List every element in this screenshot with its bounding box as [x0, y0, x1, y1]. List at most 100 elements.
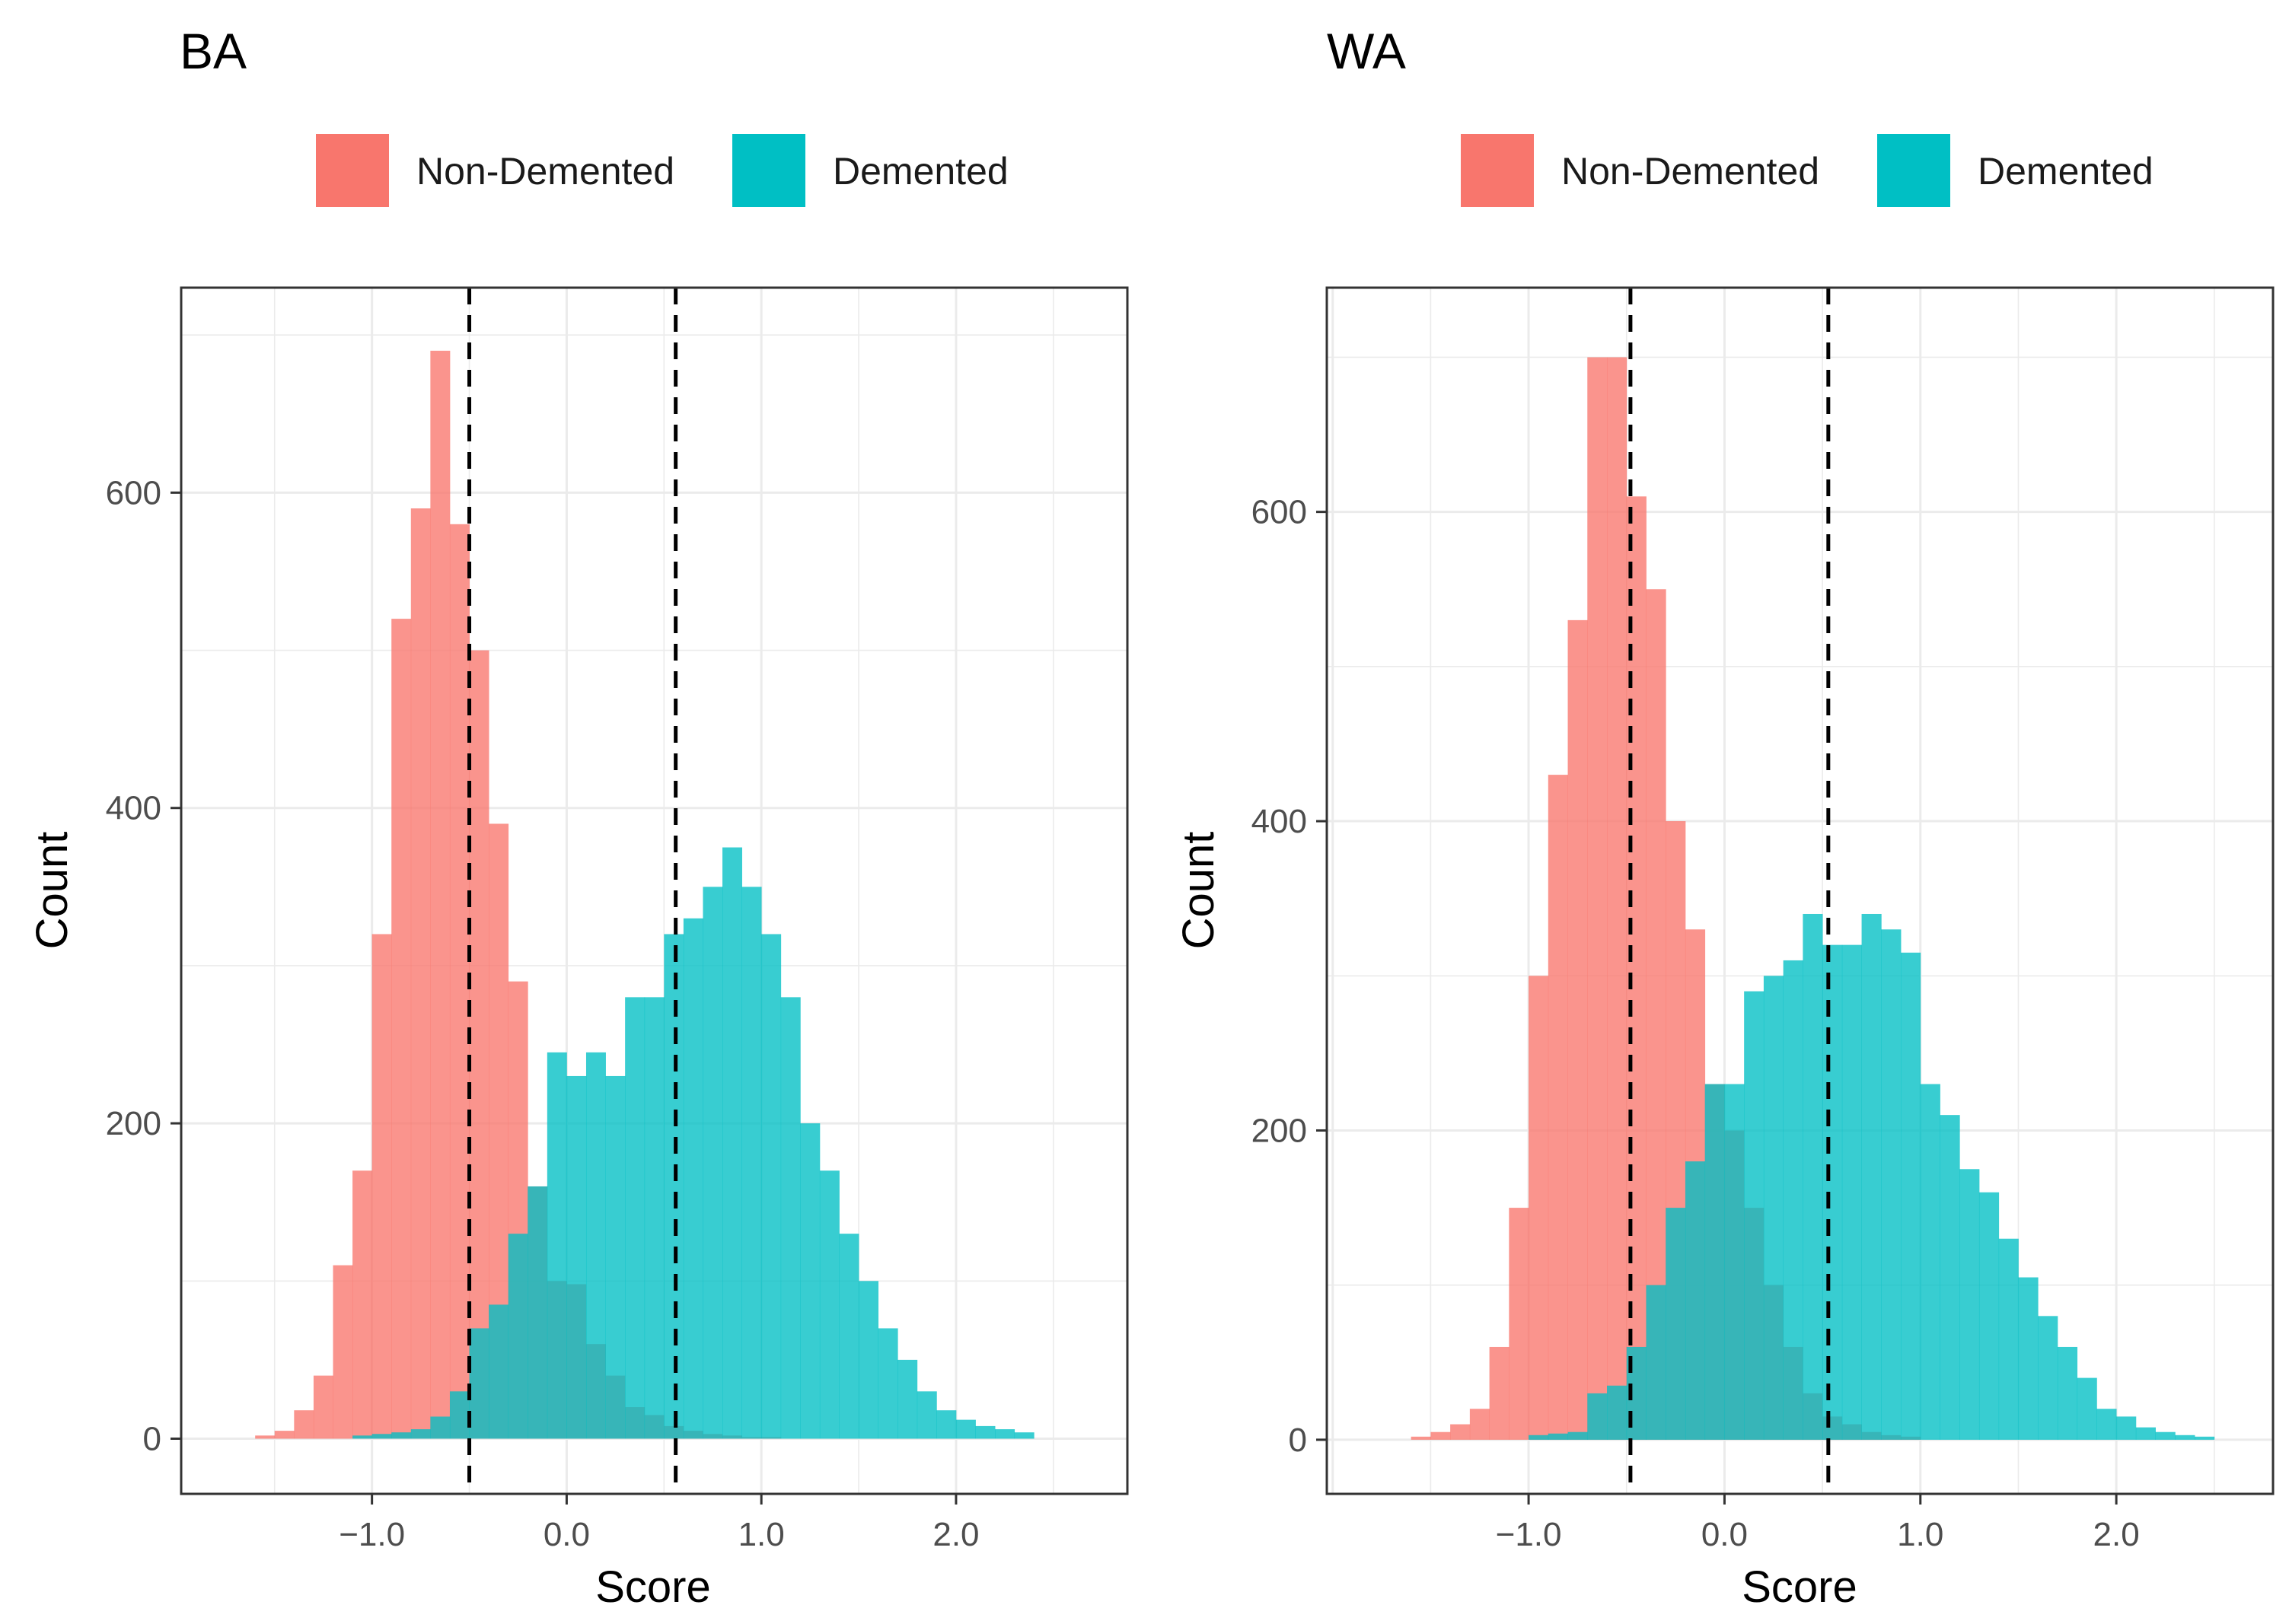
bar-demented [2195, 1436, 2215, 1440]
bar-demented [1607, 1385, 1627, 1440]
bar-demented [1704, 1084, 1725, 1440]
bar-non-demented [255, 1435, 276, 1439]
bar-demented [391, 1432, 412, 1439]
bar-demented [936, 1410, 957, 1439]
bar-demented [1587, 1393, 1608, 1440]
panel-ba-x-tick-label: 2.0 [932, 1516, 979, 1553]
bar-demented [722, 847, 742, 1439]
panel-wa-bars [1411, 357, 2215, 1440]
panel-wa: WA Non-Demented Demented 0 200 400 600 C… [1174, 23, 2275, 1612]
bar-demented [1803, 913, 1823, 1440]
bar-non-demented [1607, 357, 1627, 1440]
bar-demented [2155, 1431, 2176, 1440]
panel-ba-border [180, 286, 1129, 1495]
bar-demented [664, 934, 684, 1439]
bar-demented [371, 1434, 392, 1439]
bar-demented [975, 1425, 996, 1439]
bar-non-demented [430, 350, 451, 1439]
bar-non-demented [274, 1431, 295, 1439]
bar-demented [780, 997, 801, 1439]
bar-demented [2096, 1409, 2117, 1440]
bar-demented [1666, 1208, 1686, 1440]
legend-swatch-demented [1877, 134, 1950, 207]
bar-demented [897, 1359, 918, 1439]
bar-non-demented [313, 1375, 333, 1439]
bar-demented [2018, 1277, 2039, 1440]
legend-swatch-non-demented [1461, 134, 1534, 207]
bar-demented [644, 997, 665, 1439]
legend-label-demented: Demented [1978, 150, 2154, 193]
bar-non-demented [1548, 775, 1568, 1440]
bar-demented [352, 1435, 373, 1439]
bar-demented [955, 1419, 976, 1439]
bar-non-demented [1509, 1208, 1529, 1440]
bar-demented [585, 1052, 606, 1439]
bar-non-demented [1626, 496, 1647, 1440]
bar-demented [1548, 1433, 1568, 1440]
bar-non-demented [469, 650, 489, 1439]
panel-ba-plot-area [180, 286, 1129, 1495]
panel-ba-legend: Non-Demented Demented [316, 134, 1009, 207]
panel-wa-y-tick-label: 200 [1251, 1112, 1307, 1149]
panel-ba-bars [255, 350, 1035, 1439]
panel-wa-x-tick-label: 2.0 [2093, 1516, 2140, 1553]
panel-ba: BA Non-Demented Demented 0 200 400 600 C… [27, 23, 1129, 1612]
bar-demented [1881, 929, 1902, 1440]
bar-demented [547, 1052, 567, 1439]
panel-wa-legend: Non-Demented Demented [1461, 134, 2154, 207]
bar-demented [703, 887, 723, 1439]
bar-non-demented [1489, 1346, 1510, 1440]
panel-wa-y-tick-label: 600 [1251, 494, 1307, 531]
panel-wa-y-tick-label: 400 [1251, 803, 1307, 840]
legend-swatch-demented [732, 134, 805, 207]
bar-non-demented [1450, 1424, 1471, 1440]
bar-demented [839, 1234, 859, 1439]
bar-demented [2077, 1377, 2097, 1440]
bar-demented [489, 1304, 509, 1439]
bar-demented [2057, 1346, 2078, 1440]
bar-demented [1685, 1161, 1706, 1440]
legend-swatch-non-demented [316, 134, 389, 207]
bar-demented [508, 1234, 528, 1439]
bar-demented [1646, 1285, 1666, 1440]
panel-wa-reference-lines [1628, 288, 1831, 1494]
bar-demented [605, 1075, 626, 1439]
panel-wa-x-tick-label: 1.0 [1897, 1516, 1943, 1553]
panel-ba-x-tick-label: 1.0 [738, 1516, 785, 1553]
bar-demented [1940, 1115, 1960, 1440]
panel-ba-y-tick-label: 200 [106, 1105, 161, 1142]
bar-demented [1841, 944, 1862, 1440]
bar-demented [1783, 960, 1803, 1440]
bar-demented [1014, 1432, 1035, 1439]
panel-ba-x-axis: −1.0 0.0 1.0 2.0 Score [339, 1494, 980, 1612]
bar-non-demented [1430, 1431, 1451, 1440]
panel-wa-y-tick-label: 0 [1289, 1422, 1307, 1459]
bar-non-demented [449, 524, 470, 1439]
bar-demented [566, 1075, 587, 1439]
bar-demented [1744, 991, 1765, 1440]
bar-demented [625, 997, 646, 1439]
bar-demented [469, 1328, 489, 1439]
panel-wa-title: WA [1327, 23, 1406, 79]
bar-demented [2135, 1427, 2156, 1440]
bar-demented [1920, 1084, 1940, 1440]
bar-demented [1567, 1431, 1588, 1440]
panel-ba-y-tick-label: 600 [106, 474, 161, 511]
bar-demented [800, 1123, 821, 1439]
bar-demented [761, 934, 782, 1439]
bar-demented [1529, 1435, 1549, 1440]
bar-non-demented [391, 619, 412, 1439]
bar-demented [430, 1416, 451, 1439]
bar-demented [1998, 1238, 2019, 1440]
bar-demented [2116, 1416, 2137, 1440]
bar-non-demented [352, 1170, 373, 1439]
bar-non-demented [1567, 619, 1588, 1440]
bar-non-demented [1411, 1436, 1431, 1440]
panel-ba-y-tick-label: 400 [106, 790, 161, 827]
panel-wa-plot-area [1325, 286, 2275, 1495]
bar-demented [819, 1170, 840, 1439]
bar-demented [859, 1281, 879, 1439]
legend-label-non-demented: Non-Demented [1561, 150, 1819, 193]
bar-demented [1978, 1192, 2000, 1440]
